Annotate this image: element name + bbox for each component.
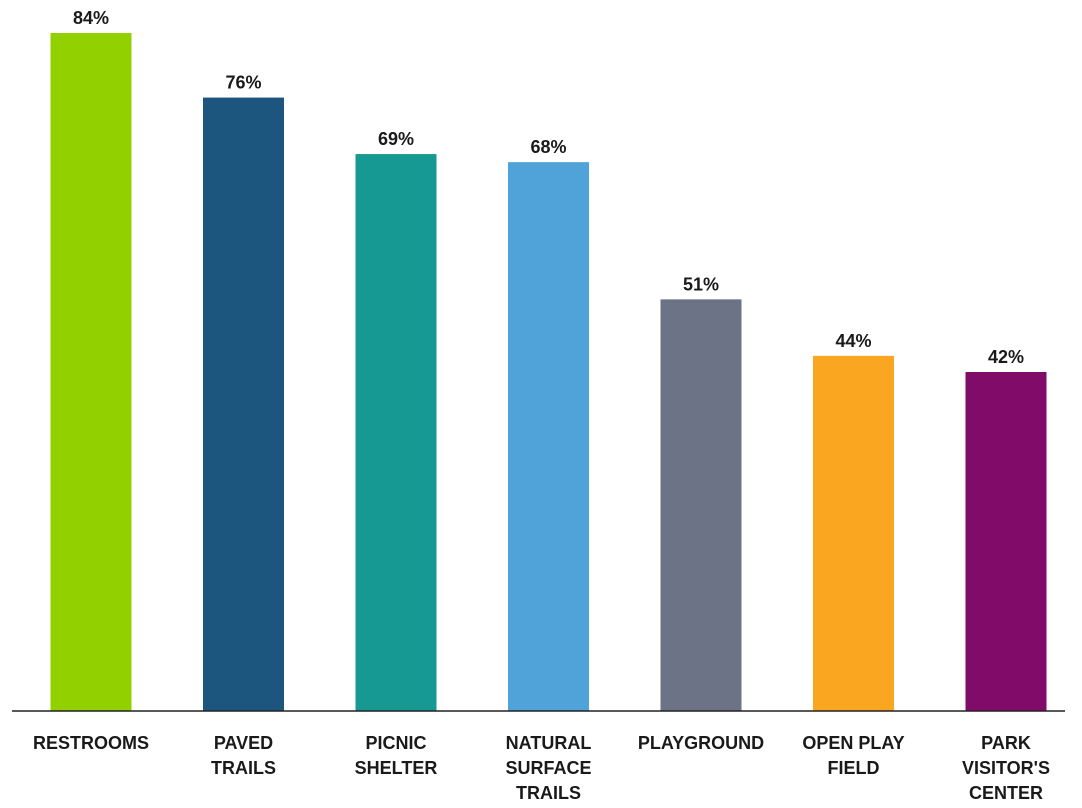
category-label: PLAYGROUND bbox=[638, 733, 764, 753]
category-label-line: OPEN PLAY bbox=[802, 733, 904, 753]
category-label-line: PLAYGROUND bbox=[638, 733, 764, 753]
bar-value-label: 68% bbox=[530, 137, 566, 157]
category-label: NATURAL SURFACE TRAILS bbox=[505, 733, 591, 803]
category-label-line: NATURAL bbox=[506, 733, 592, 753]
category-label-line: FIELD bbox=[828, 758, 880, 778]
bar-2 bbox=[203, 97, 284, 712]
bar-value-label: 84% bbox=[73, 8, 109, 28]
value-labels-layer: 84% 76% 69% 68% 51% 44% 42% bbox=[73, 8, 1024, 367]
category-label-line: PARK bbox=[981, 733, 1031, 753]
bar-5 bbox=[660, 299, 742, 711]
bar-value-label: 51% bbox=[683, 274, 719, 294]
category-label-line: TRAILS bbox=[211, 758, 276, 778]
bar-6 bbox=[813, 355, 894, 711]
category-label-line: PAVED bbox=[214, 733, 273, 753]
category-label-line: TRAILS bbox=[516, 783, 581, 803]
category-label: PARK VISITOR'S CENTER bbox=[962, 733, 1050, 803]
bar-1 bbox=[50, 33, 132, 711]
category-label-line: SURFACE bbox=[505, 758, 591, 778]
category-label: OPEN PLAY FIELD bbox=[802, 733, 904, 778]
category-label-line: RESTROOMS bbox=[33, 733, 149, 753]
category-label-line: SHELTER bbox=[355, 758, 438, 778]
category-label: PICNIC SHELTER bbox=[355, 733, 438, 778]
category-label: RESTROOMS bbox=[33, 733, 149, 753]
bar-value-label: 44% bbox=[835, 331, 871, 351]
bar-value-label: 69% bbox=[378, 129, 414, 149]
bar-value-label: 42% bbox=[988, 347, 1024, 367]
category-labels-layer: RESTROOMS PAVED TRAILS PICNIC SHELTER NATURAL… bbox=[33, 733, 1050, 803]
category-label-line: PICNIC bbox=[365, 733, 426, 753]
bar-3 bbox=[355, 154, 437, 712]
bar-4 bbox=[508, 162, 589, 712]
bars-layer bbox=[50, 33, 1047, 712]
bar-value-label: 76% bbox=[225, 73, 261, 93]
category-label-line: CENTER bbox=[969, 783, 1043, 803]
bar-7 bbox=[965, 372, 1047, 711]
category-label: PAVED TRAILS bbox=[211, 733, 276, 778]
category-label-line: VISITOR'S bbox=[962, 758, 1050, 778]
